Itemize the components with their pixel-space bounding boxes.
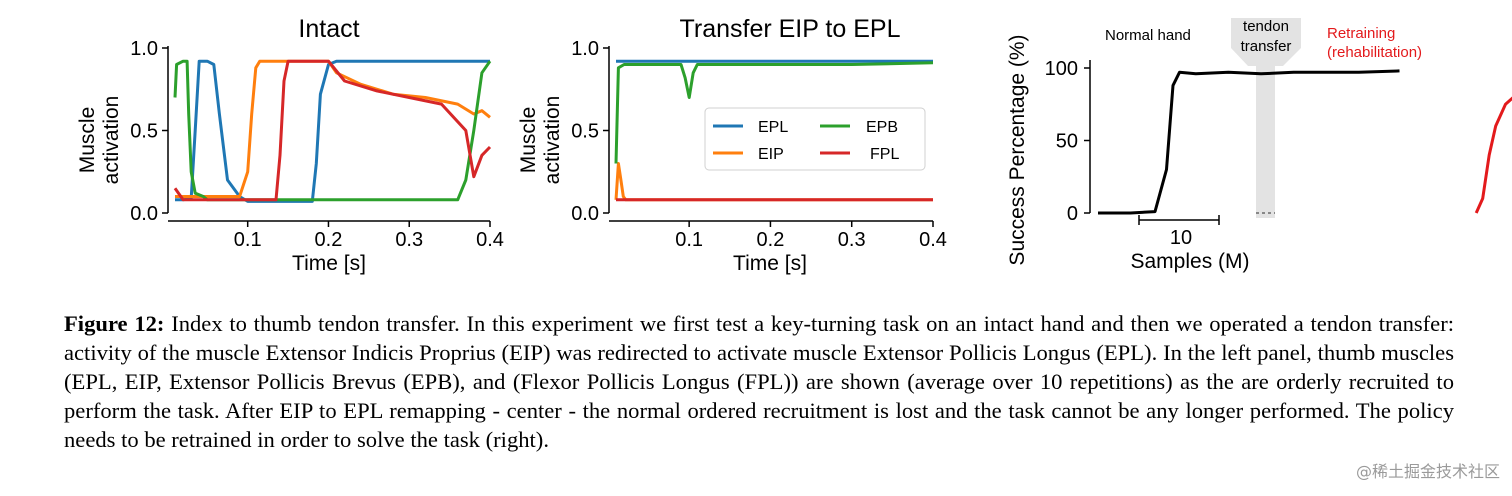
success-xlabel: Samples (M)	[1130, 250, 1249, 273]
transfer-ylabel-line2: activation	[541, 96, 564, 185]
success-panel: Success Percentage (%) Samples (M) 0 50 10…	[1006, 18, 1512, 273]
x-tick-label: 0.4	[919, 229, 947, 251]
transfer-legend: EPL EIP EPB FPL	[704, 107, 926, 171]
legend-epb: EPB	[866, 119, 898, 136]
intact-ylabel-line2: activation	[100, 96, 123, 185]
figure-panels: Intact Muscle activation Time [s] 0.1 0.2…	[76, 15, 1512, 275]
x-tick-label: 0.2	[315, 229, 343, 251]
y-tick-label: 0.5	[571, 121, 599, 143]
success-axes: 0 50 100	[1045, 58, 1091, 225]
annot-tendon: tendon	[1243, 18, 1289, 35]
transfer-xlabel: Time [s]	[733, 252, 807, 275]
series-fpl-line	[173, 59, 492, 202]
success-ylabel: Success Percentage (%)	[1006, 34, 1029, 265]
transfer-ylabel-line1: Muscle	[517, 107, 540, 174]
annot-rehabilitation: (rehabilitation)	[1327, 44, 1422, 61]
intact-marks	[173, 59, 492, 203]
scale-bar-label: 10	[1170, 227, 1192, 249]
x-tick-label: 0.3	[838, 229, 866, 251]
transfer-axes: 0.1 0.2 0.3 0.4 0.0 0.5 1.0	[571, 38, 947, 251]
x-tick-label: 0.1	[234, 229, 262, 251]
y-tick-label: 50	[1056, 131, 1078, 153]
x-tick-label: 0.3	[395, 229, 423, 251]
intact-xlabel: Time [s]	[292, 252, 366, 275]
caption-label: Figure 12:	[64, 311, 165, 336]
caption-text: Index to thumb tendon transfer. In this …	[64, 311, 1455, 452]
intact-panel: Intact Muscle activation Time [s] 0.1 0.2…	[76, 15, 504, 275]
x-tick-label: 0.2	[757, 229, 785, 251]
success-marks	[1098, 69, 1512, 215]
annot-normal-hand: Normal hand	[1105, 27, 1191, 44]
legend-fpl: FPL	[870, 146, 899, 163]
x-tick-label: 0.4	[476, 229, 504, 251]
watermark: @稀土掘金技术社区	[1355, 462, 1500, 481]
series-epl-line	[175, 59, 490, 203]
annot-transfer: transfer	[1241, 38, 1292, 55]
tendon-transfer-band	[1231, 18, 1301, 218]
y-tick-label: 100	[1045, 58, 1078, 80]
transfer-marks	[614, 59, 934, 202]
x-tick-label: 0.1	[675, 229, 703, 251]
intact-ylabel-line1: Muscle	[76, 107, 99, 174]
transfer-panel: Transfer EIP to EPL Muscle activation Ti…	[517, 15, 947, 275]
annot-retraining: Retraining	[1327, 25, 1395, 42]
y-tick-label: 0.0	[571, 203, 599, 225]
intact-axes: 0.1 0.2 0.3 0.4 0.0 0.5 1.0	[130, 38, 504, 251]
series-epb-line	[614, 61, 934, 164]
y-tick-label: 1.0	[130, 38, 158, 60]
y-tick-label: 1.0	[571, 38, 599, 60]
legend-epl: EPL	[758, 119, 788, 136]
legend-eip: EIP	[758, 146, 784, 163]
transfer-title: Transfer EIP to EPL	[680, 15, 901, 43]
intact-title: Intact	[298, 15, 359, 43]
series-line	[1474, 96, 1512, 214]
series-line	[1098, 69, 1400, 215]
y-tick-label: 0.5	[130, 121, 158, 143]
y-tick-label: 0.0	[130, 203, 158, 225]
figure-caption: Figure 12: Index to thumb tendon transfe…	[64, 309, 1454, 454]
y-tick-label: 0	[1067, 203, 1078, 225]
